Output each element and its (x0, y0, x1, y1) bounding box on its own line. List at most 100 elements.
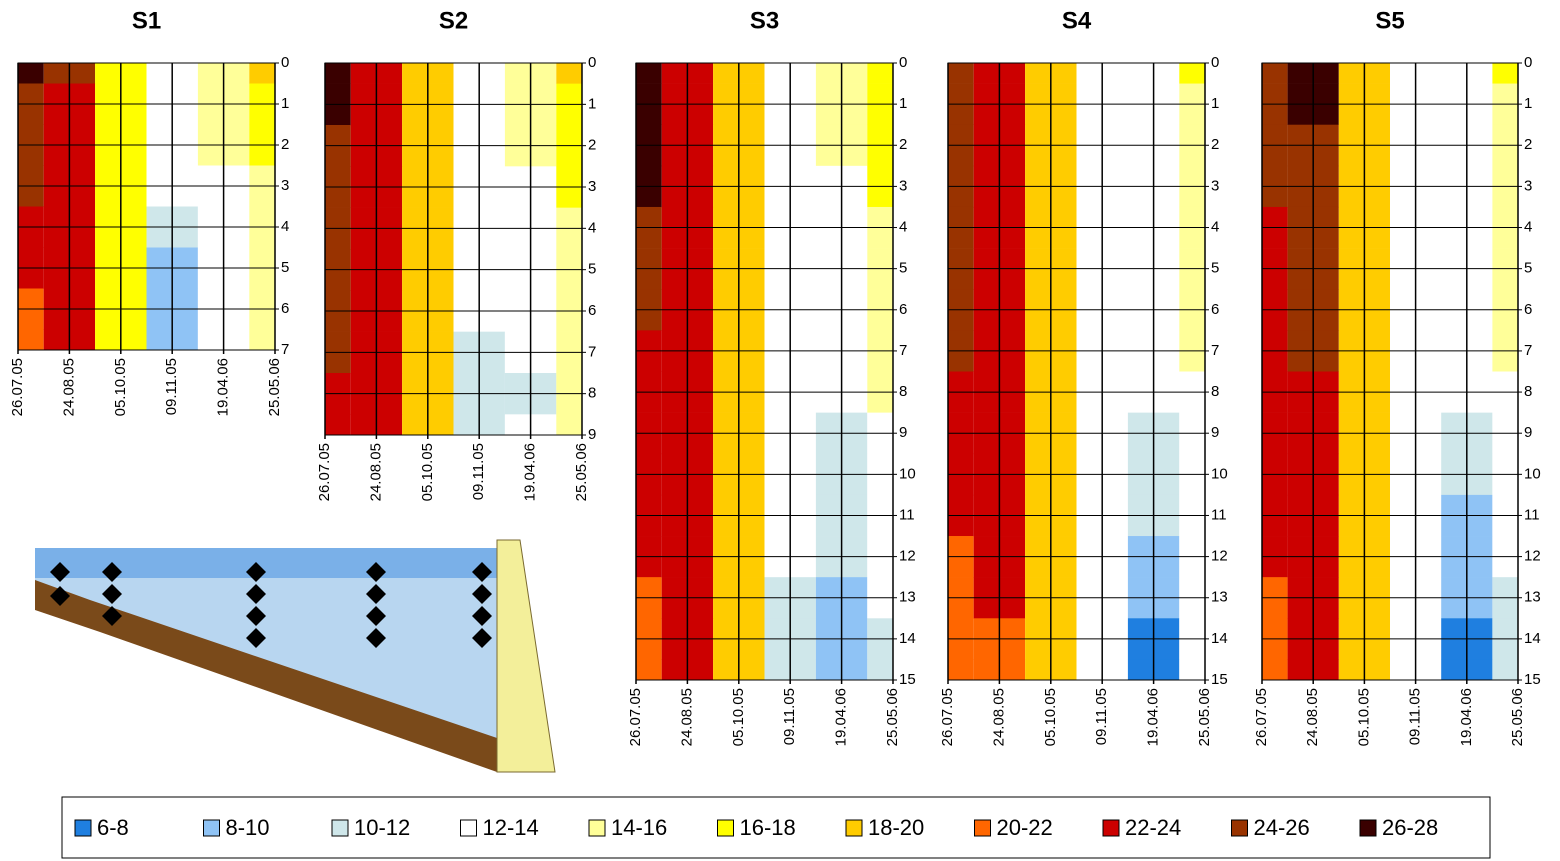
legend-label: 6-8 (97, 815, 129, 840)
y-tick-label: 3 (588, 178, 596, 195)
x-tick-label: 24.08.05 (990, 688, 1007, 746)
cell (1492, 659, 1518, 681)
y-tick-label: 2 (281, 136, 289, 153)
y-tick-label: 0 (899, 54, 907, 71)
x-tick-label: 09.11.05 (470, 443, 487, 500)
legend-label: 14-16 (611, 815, 667, 840)
legend-label: 24-26 (1254, 815, 1310, 840)
x-tick-label: 25.05.06 (266, 358, 283, 416)
plot-frame (947, 62, 1206, 681)
legend-swatch (1102, 819, 1120, 837)
chart-title: S3 (750, 7, 779, 34)
y-tick-label: 15 (1211, 671, 1228, 688)
plot-frame (17, 62, 276, 351)
y-tick-label: 5 (899, 260, 907, 277)
y-tick-label: 13 (1524, 589, 1541, 606)
legend-label: 16-18 (740, 815, 796, 840)
x-tick-label: 26.07.05 (9, 358, 26, 416)
legend-swatch (588, 819, 606, 837)
x-tick-label: 25.05.06 (884, 688, 901, 746)
y-tick-label: 9 (1211, 424, 1219, 441)
y-tick-label: 14 (1211, 630, 1228, 647)
x-tick-label: 05.10.05 (419, 443, 436, 501)
x-tick-label: 24.08.05 (1304, 688, 1321, 746)
x-tick-label: 05.10.05 (1355, 688, 1372, 746)
x-tick-label: 26.07.05 (939, 688, 956, 746)
dam (496, 539, 556, 773)
y-tick-label: 7 (899, 342, 907, 359)
x-tick-label: 24.08.05 (678, 688, 695, 746)
legend-swatch (1359, 819, 1377, 837)
chart-title: S1 (132, 7, 161, 34)
legend-swatch (717, 819, 734, 837)
cell (249, 63, 275, 84)
y-tick-label: 11 (1211, 506, 1227, 523)
x-tick-label: 25.05.06 (1196, 688, 1213, 746)
cell (1262, 63, 1288, 84)
cell (1179, 659, 1205, 681)
sensors (50, 562, 492, 648)
y-tick-label: 4 (899, 219, 907, 236)
y-tick-label: 2 (1524, 136, 1532, 153)
legend-swatch (845, 819, 863, 837)
y-tick-label: 14 (1524, 630, 1541, 647)
y-tick-label: 9 (899, 424, 907, 441)
y-tick-label: 1 (1524, 95, 1532, 112)
chart-title: S5 (1375, 7, 1404, 34)
cell (636, 659, 662, 681)
cell (325, 63, 351, 84)
y-tick-label: 3 (899, 177, 907, 194)
legend-swatch (203, 819, 220, 837)
cross-section (35, 539, 556, 773)
x-tick-label: 19.04.06 (522, 443, 539, 501)
legend-label: 18-20 (868, 815, 924, 840)
y-tick-label: 0 (588, 54, 596, 71)
y-tick-label: 10 (899, 465, 916, 482)
y-tick-label: 7 (281, 341, 289, 358)
legend-swatch (460, 819, 477, 837)
y-tick-label: 7 (1211, 342, 1219, 359)
plot-frame (635, 62, 894, 681)
cell (636, 63, 662, 84)
y-tick-label: 3 (281, 177, 289, 194)
y-tick-label: 6 (1211, 301, 1219, 318)
y-tick-label: 0 (1211, 54, 1219, 71)
y-tick-label: 13 (1211, 589, 1228, 606)
x-tick-label: 09.11.05 (1093, 688, 1110, 745)
cell (867, 63, 893, 84)
legend-box (61, 796, 1491, 859)
cell (18, 329, 44, 351)
plot-frame (1261, 62, 1519, 681)
x-tick-label: 19.04.06 (1145, 688, 1162, 746)
x-tick-label: 09.11.05 (781, 688, 798, 745)
legend-label: 26-28 (1382, 815, 1438, 840)
y-tick-label: 12 (1211, 548, 1228, 565)
legend-label: 20-22 (997, 815, 1053, 840)
y-tick-label: 3 (1211, 177, 1219, 194)
y-tick-label: 13 (899, 589, 916, 606)
y-tick-label: 3 (1524, 177, 1532, 194)
y-tick-label: 7 (1524, 342, 1532, 359)
y-tick-label: 1 (281, 95, 289, 112)
y-tick-label: 9 (1524, 424, 1532, 441)
y-tick-label: 4 (1524, 219, 1532, 236)
y-tick-label: 14 (899, 630, 916, 647)
y-tick-label: 10 (1211, 465, 1228, 482)
y-tick-label: 9 (588, 426, 596, 443)
y-tick-label: 8 (1524, 383, 1532, 400)
x-tick-label: 05.10.05 (112, 358, 129, 416)
y-tick-label: 10 (1524, 465, 1541, 482)
x-tick-label: 09.11.05 (163, 358, 180, 415)
cell (1262, 659, 1288, 681)
legend-label: 22-24 (1125, 815, 1181, 840)
y-tick-label: 5 (281, 259, 289, 276)
y-tick-label: 1 (899, 95, 907, 112)
y-tick-label: 5 (1524, 260, 1532, 277)
y-tick-label: 6 (899, 301, 907, 318)
sediment (35, 580, 497, 772)
y-tick-label: 4 (1211, 219, 1219, 236)
legend-swatch (974, 819, 991, 837)
